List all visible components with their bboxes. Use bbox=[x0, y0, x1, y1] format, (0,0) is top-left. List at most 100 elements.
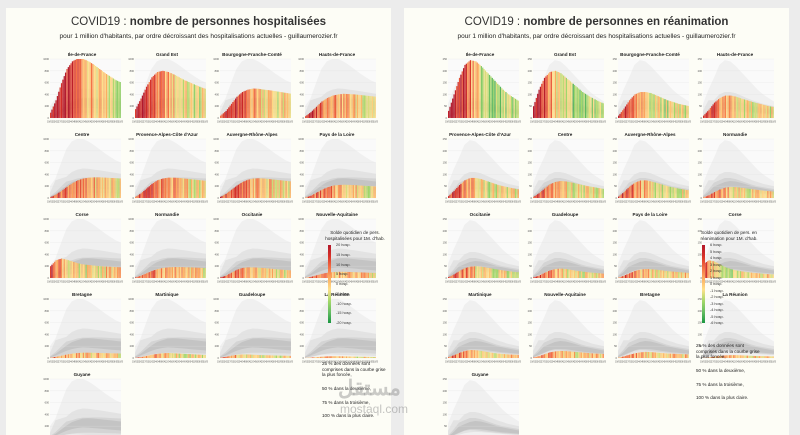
x-tick-label: 02/05 bbox=[277, 361, 283, 363]
daily-bar bbox=[661, 184, 663, 198]
y-tick-label: 200 bbox=[300, 344, 305, 348]
daily-bar bbox=[97, 266, 100, 278]
x-tick-label: 04/04 bbox=[467, 201, 473, 203]
x-tick-label: 16/04 bbox=[483, 121, 489, 123]
daily-bar bbox=[573, 84, 576, 118]
daily-bar bbox=[273, 269, 275, 278]
x-tick-label: 23/03 bbox=[308, 281, 314, 283]
daily-bar bbox=[476, 350, 478, 358]
daily-bar bbox=[55, 194, 57, 198]
x-tick-label: 28/04 bbox=[500, 361, 506, 363]
y-tick-label: 0 bbox=[446, 196, 448, 200]
x-tick-label: 27/03 bbox=[228, 281, 234, 283]
x-tick-label: 28/04 bbox=[500, 121, 506, 123]
daily-bar bbox=[252, 178, 254, 198]
daily-bar bbox=[192, 83, 194, 118]
legend-notes: 25 % des données sont comprises dans la … bbox=[322, 361, 388, 419]
x-tick-label: 23/03 bbox=[621, 281, 627, 283]
daily-bar bbox=[633, 353, 635, 358]
daily-bar bbox=[360, 95, 363, 118]
legend-note: 50 % dans la deuxième, bbox=[322, 385, 372, 391]
daily-bar bbox=[166, 353, 168, 358]
daily-bar bbox=[233, 355, 235, 358]
daily-bar bbox=[712, 261, 714, 278]
daily-bar bbox=[229, 190, 231, 198]
daily-bar bbox=[278, 355, 280, 358]
daily-bar bbox=[263, 89, 265, 118]
daily-bar bbox=[731, 95, 733, 118]
daily-bar bbox=[494, 183, 496, 198]
daily-bar bbox=[81, 178, 83, 198]
region-name: Martinique bbox=[468, 292, 492, 297]
x-tick-label: 20/04 bbox=[744, 281, 750, 283]
x-tick-label: 08/04 bbox=[244, 121, 250, 123]
daily-bar bbox=[190, 83, 193, 118]
x-tick-label: 16/04 bbox=[653, 121, 659, 123]
daily-bar bbox=[757, 103, 759, 118]
daily-bar bbox=[84, 178, 86, 198]
region-chart: Guadeloupe 0 50 100 150 200 250 19/03 23/03 27/03… bbox=[524, 212, 606, 288]
daily-bar bbox=[452, 192, 454, 198]
daily-bar bbox=[491, 182, 493, 198]
x-tick-label: 20/04 bbox=[659, 281, 665, 283]
x-tick-label: 04/04 bbox=[154, 361, 160, 363]
daily-bar bbox=[285, 180, 287, 198]
daily-bar bbox=[235, 354, 237, 358]
daily-bar bbox=[571, 82, 573, 118]
daily-bar bbox=[465, 63, 467, 118]
daily-bar bbox=[715, 356, 717, 358]
legend-tick: -2 hosp. bbox=[710, 295, 724, 300]
daily-bar bbox=[190, 354, 193, 358]
daily-bar bbox=[236, 269, 238, 278]
daily-bar bbox=[506, 93, 508, 118]
daily-bar bbox=[337, 271, 339, 278]
x-tick-label: 28/04 bbox=[187, 121, 193, 123]
daily-bar bbox=[271, 90, 274, 118]
daily-bar bbox=[351, 356, 353, 358]
daily-bar bbox=[352, 185, 355, 198]
daily-bar bbox=[321, 273, 323, 278]
daily-bar bbox=[765, 105, 768, 118]
daily-bar bbox=[553, 71, 555, 118]
x-tick-label: 24/04 bbox=[749, 121, 755, 123]
daily-bar bbox=[565, 269, 567, 278]
x-tick-label: 24/04 bbox=[664, 121, 670, 123]
x-tick-label: 24/04 bbox=[181, 281, 187, 283]
daily-bar bbox=[767, 105, 769, 118]
watermark-url: mostaql.com bbox=[340, 402, 409, 416]
daily-bar bbox=[222, 357, 224, 358]
y-tick-label: 250 bbox=[443, 217, 448, 221]
x-tick-label: 08/04 bbox=[472, 121, 478, 123]
x-tick-label: 10/05 bbox=[601, 361, 606, 363]
daily-bar bbox=[719, 264, 721, 278]
daily-bar bbox=[145, 86, 148, 118]
daily-bar bbox=[75, 181, 78, 198]
daily-bar bbox=[260, 178, 263, 198]
daily-bar bbox=[178, 177, 180, 198]
daily-bar bbox=[498, 85, 500, 118]
daily-bar bbox=[311, 357, 314, 358]
daily-bar bbox=[250, 89, 252, 118]
daily-bar bbox=[473, 61, 476, 118]
daily-bar bbox=[322, 100, 324, 118]
y-tick-label: 800 bbox=[130, 149, 135, 153]
daily-bar bbox=[718, 356, 720, 358]
daily-bar bbox=[631, 184, 633, 198]
daily-bar bbox=[373, 96, 375, 118]
daily-bar bbox=[160, 178, 163, 198]
x-tick-label: 23/03 bbox=[308, 361, 314, 363]
daily-bar bbox=[154, 354, 156, 358]
daily-bar bbox=[557, 268, 559, 278]
daily-bar bbox=[761, 104, 763, 118]
x-tick-label: 12/04 bbox=[250, 281, 256, 283]
daily-bar bbox=[111, 178, 113, 198]
daily-bar bbox=[506, 187, 508, 198]
x-tick-label: 06/05 bbox=[113, 281, 119, 283]
region-chart: Ile-de-France 0 200 400 600 800 1000 19/03 23/03… bbox=[41, 52, 123, 128]
daily-bar bbox=[549, 270, 551, 278]
daily-bar bbox=[749, 188, 751, 198]
x-tick-label: 31/03 bbox=[149, 121, 155, 123]
daily-bar bbox=[241, 267, 244, 278]
